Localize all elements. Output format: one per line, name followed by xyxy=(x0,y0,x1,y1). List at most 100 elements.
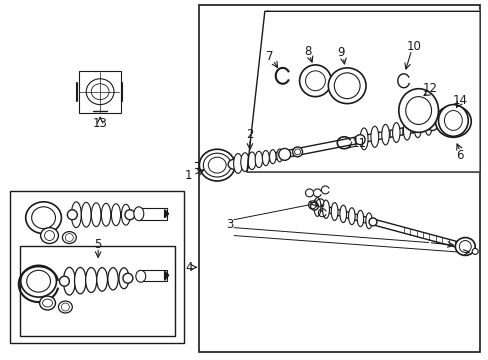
Ellipse shape xyxy=(108,268,118,290)
Ellipse shape xyxy=(86,79,114,105)
Ellipse shape xyxy=(424,117,431,135)
Ellipse shape xyxy=(269,150,275,164)
Ellipse shape xyxy=(368,218,376,226)
Ellipse shape xyxy=(427,121,437,130)
Ellipse shape xyxy=(444,111,461,130)
Ellipse shape xyxy=(359,128,367,150)
Ellipse shape xyxy=(392,123,399,143)
Ellipse shape xyxy=(354,135,365,145)
Ellipse shape xyxy=(365,213,371,229)
Ellipse shape xyxy=(32,207,55,229)
Ellipse shape xyxy=(97,267,107,291)
Polygon shape xyxy=(246,11,479,172)
Ellipse shape xyxy=(91,203,101,227)
Ellipse shape xyxy=(276,149,282,162)
Ellipse shape xyxy=(101,203,110,226)
Ellipse shape xyxy=(438,105,468,136)
Ellipse shape xyxy=(381,125,388,145)
Ellipse shape xyxy=(41,228,59,243)
Text: 3: 3 xyxy=(225,218,233,231)
Text: 11: 11 xyxy=(351,137,366,150)
Ellipse shape xyxy=(305,71,325,91)
Ellipse shape xyxy=(59,301,72,313)
Text: 6: 6 xyxy=(456,149,463,162)
Ellipse shape xyxy=(247,152,255,170)
Polygon shape xyxy=(164,271,168,280)
Ellipse shape xyxy=(292,147,302,157)
Ellipse shape xyxy=(26,202,61,234)
Ellipse shape xyxy=(294,149,300,155)
Ellipse shape xyxy=(228,159,240,169)
Ellipse shape xyxy=(62,231,76,243)
Text: 12: 12 xyxy=(422,82,437,95)
Ellipse shape xyxy=(67,210,77,220)
Ellipse shape xyxy=(63,267,75,295)
Polygon shape xyxy=(164,210,168,218)
Ellipse shape xyxy=(40,296,55,310)
Ellipse shape xyxy=(85,267,97,293)
Ellipse shape xyxy=(60,276,69,286)
Ellipse shape xyxy=(278,148,290,160)
Ellipse shape xyxy=(124,210,135,220)
Text: 4: 4 xyxy=(184,261,192,274)
Text: 7: 7 xyxy=(265,50,273,63)
Text: 14: 14 xyxy=(452,94,467,107)
Ellipse shape xyxy=(122,273,133,283)
Ellipse shape xyxy=(240,153,249,171)
Ellipse shape xyxy=(348,208,354,225)
Ellipse shape xyxy=(327,68,366,104)
Bar xyxy=(141,270,166,281)
Bar xyxy=(139,208,166,220)
Ellipse shape xyxy=(356,210,363,227)
Ellipse shape xyxy=(61,303,69,311)
Ellipse shape xyxy=(71,202,81,228)
Ellipse shape xyxy=(262,150,269,166)
Ellipse shape xyxy=(119,268,129,289)
Ellipse shape xyxy=(413,119,421,138)
Ellipse shape xyxy=(458,240,470,252)
Ellipse shape xyxy=(111,204,121,226)
Ellipse shape xyxy=(440,111,466,132)
Ellipse shape xyxy=(255,151,262,168)
Ellipse shape xyxy=(199,149,235,181)
Ellipse shape xyxy=(299,65,331,96)
Ellipse shape xyxy=(134,207,143,221)
Text: 2: 2 xyxy=(245,128,253,141)
Ellipse shape xyxy=(405,96,431,125)
Bar xyxy=(79,71,121,113)
Ellipse shape xyxy=(20,265,56,297)
Ellipse shape xyxy=(330,203,337,220)
Text: 9: 9 xyxy=(337,46,345,59)
Ellipse shape xyxy=(310,202,318,210)
Ellipse shape xyxy=(27,270,50,292)
Ellipse shape xyxy=(322,200,329,219)
Ellipse shape xyxy=(334,73,359,99)
Ellipse shape xyxy=(233,154,242,174)
Ellipse shape xyxy=(454,238,474,255)
Text: 13: 13 xyxy=(93,117,107,130)
Ellipse shape xyxy=(398,89,438,132)
Ellipse shape xyxy=(403,121,410,140)
Ellipse shape xyxy=(44,231,54,240)
Circle shape xyxy=(471,248,477,255)
Ellipse shape xyxy=(445,114,460,129)
Ellipse shape xyxy=(208,157,225,173)
Ellipse shape xyxy=(435,105,470,137)
Text: 5: 5 xyxy=(94,238,102,251)
Bar xyxy=(20,247,174,336)
Bar xyxy=(10,191,184,343)
Text: 8: 8 xyxy=(303,45,310,58)
Text: 1: 1 xyxy=(184,168,192,181)
Ellipse shape xyxy=(81,202,91,227)
Ellipse shape xyxy=(42,299,52,307)
Ellipse shape xyxy=(339,205,346,222)
Ellipse shape xyxy=(121,204,130,225)
Ellipse shape xyxy=(313,198,320,216)
Ellipse shape xyxy=(136,270,145,282)
Bar xyxy=(199,5,479,352)
Ellipse shape xyxy=(65,234,73,242)
Ellipse shape xyxy=(370,126,378,147)
Ellipse shape xyxy=(203,153,231,177)
Text: 10: 10 xyxy=(406,40,420,53)
Ellipse shape xyxy=(74,267,86,294)
